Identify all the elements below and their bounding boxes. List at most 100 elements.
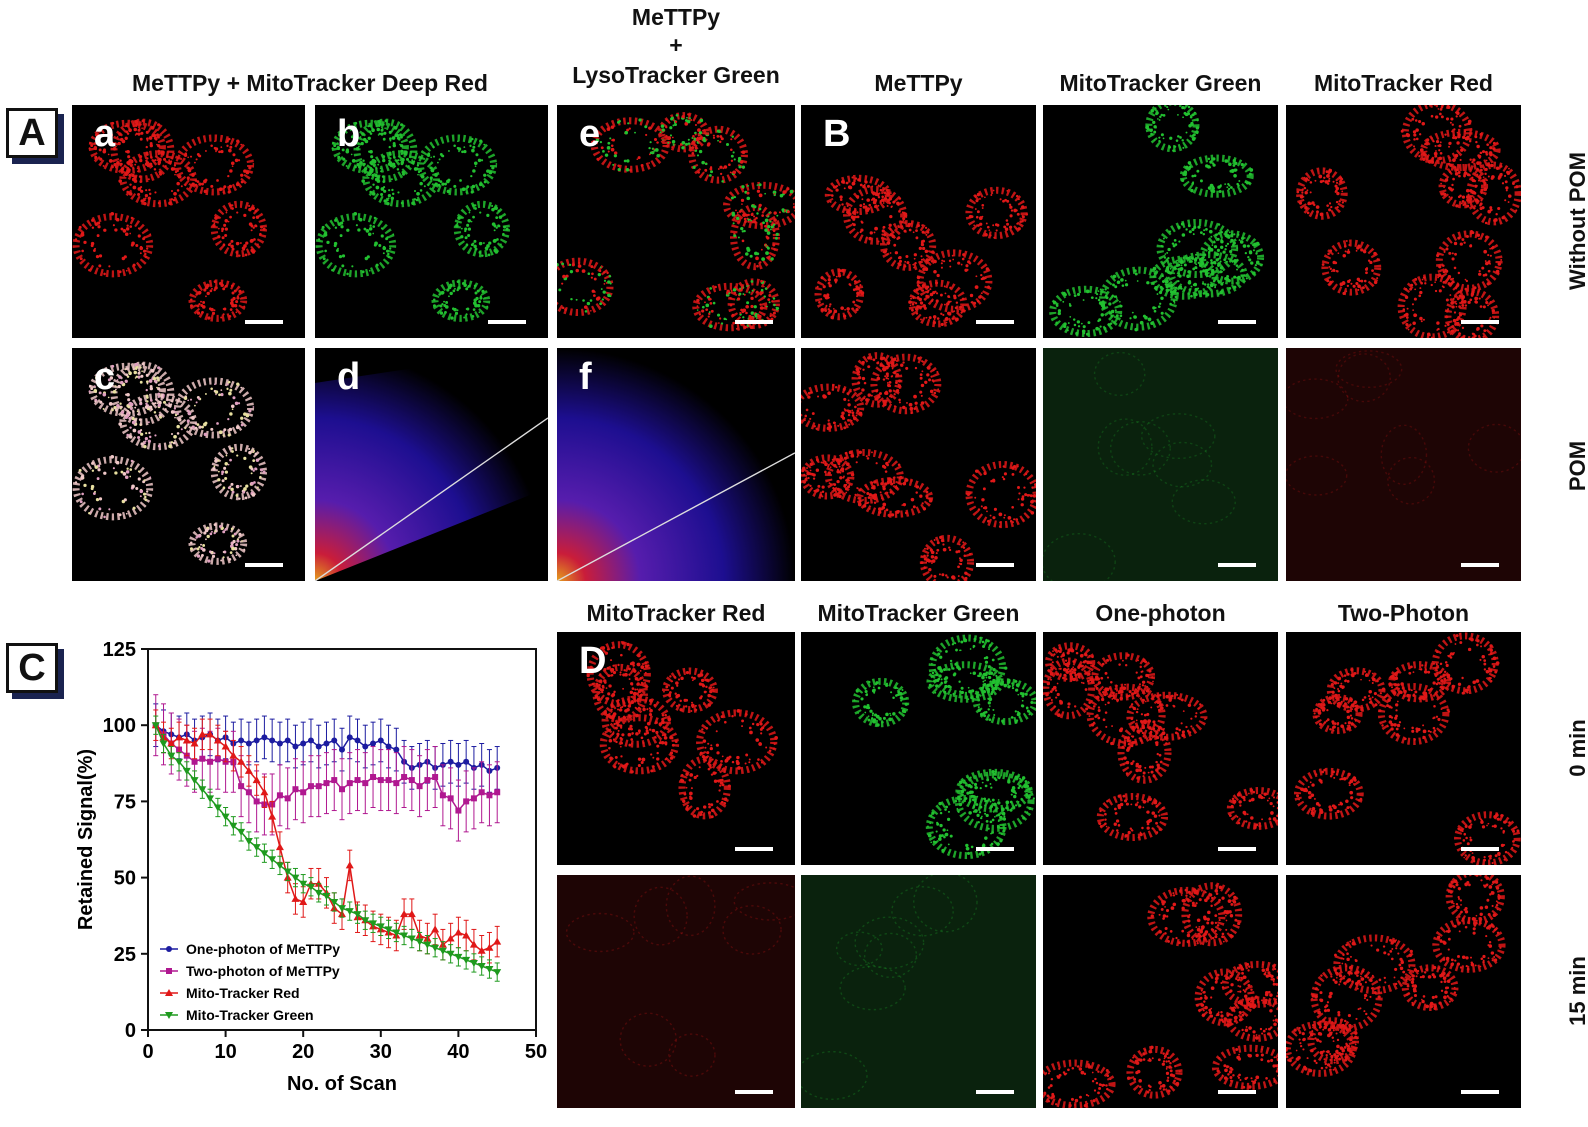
data-point — [370, 774, 377, 781]
lyso-title-line1: MeTTPy — [631, 4, 721, 30]
data-point — [493, 969, 502, 977]
data-point — [268, 856, 277, 864]
data-point — [385, 777, 392, 784]
tile-letter-e: e — [579, 113, 601, 155]
data-point — [493, 937, 502, 945]
tile-a: a — [72, 105, 305, 338]
y-tick-label: 75 — [114, 791, 136, 813]
tile-letter-a: a — [94, 113, 116, 155]
scale-bar — [1461, 320, 1499, 324]
data-point — [190, 777, 199, 785]
panel-label-c: C — [6, 643, 58, 693]
data-point — [276, 740, 283, 747]
d-col-title-2: MitoTracker Green — [817, 600, 1020, 626]
data-point — [339, 746, 345, 753]
data-point — [362, 743, 369, 750]
data-point — [167, 739, 176, 747]
data-point — [299, 880, 308, 888]
legend-marker — [166, 968, 172, 974]
data-point — [182, 736, 191, 744]
data-point — [300, 789, 307, 796]
tile-letter-d: d — [337, 356, 361, 398]
scale-bar — [976, 563, 1014, 567]
data-point — [439, 792, 446, 799]
data-point — [485, 966, 494, 974]
tile-d-onephoton-15min — [1043, 875, 1278, 1108]
data-point — [377, 777, 384, 784]
data-point — [339, 786, 345, 793]
data-point — [469, 940, 478, 948]
data-point — [206, 795, 215, 803]
data-point — [284, 795, 291, 802]
b-row-label-1: Without POM — [1565, 152, 1588, 290]
tile-b-mitored-pom — [1286, 348, 1521, 581]
data-point — [477, 962, 486, 970]
data-point — [447, 758, 454, 765]
data-point — [416, 783, 423, 790]
data-point — [369, 920, 378, 928]
data-point — [470, 795, 477, 802]
data-point — [238, 783, 245, 790]
data-point — [244, 838, 253, 846]
y-tick-label: 50 — [114, 868, 136, 890]
scale-bar — [976, 847, 1014, 851]
data-point — [454, 928, 463, 936]
data-point — [354, 777, 361, 784]
panel-label-a: A — [6, 108, 58, 158]
x-tick-label: 50 — [525, 1041, 547, 1063]
tile-b: b — [315, 105, 548, 338]
data-point — [269, 737, 276, 744]
data-point — [237, 757, 246, 765]
plot-frame — [147, 648, 537, 1031]
scale-bar — [1218, 320, 1256, 324]
data-point — [291, 894, 300, 902]
d-row-label-2: 15 min — [1565, 956, 1588, 1026]
d-row-label-1: 0 min — [1565, 719, 1588, 777]
lyso-title-line3: LysoTracker Green — [572, 62, 780, 88]
legend-marker — [166, 946, 172, 952]
tile-d-twophoton-0min — [1286, 632, 1521, 865]
data-point — [261, 734, 268, 741]
data-point — [446, 950, 455, 958]
data-point — [346, 734, 353, 741]
data-point — [423, 941, 432, 949]
data-point — [221, 813, 230, 821]
data-point — [361, 917, 370, 925]
data-point — [455, 761, 462, 768]
data-point — [455, 807, 462, 814]
d-col-title-4: Two-Photon — [1337, 600, 1470, 626]
data-point — [377, 737, 384, 744]
data-point — [198, 730, 207, 738]
tile-letter-B: B — [823, 113, 851, 155]
tile-b-mitogreen-pom — [1043, 348, 1278, 581]
d-col-title-1: MitoTracker Red — [586, 600, 766, 626]
data-point — [253, 737, 260, 744]
scale-bar — [1218, 1090, 1256, 1094]
data-point — [167, 752, 176, 760]
data-point — [438, 947, 447, 955]
tile-d-mitogreen-15min — [801, 875, 1036, 1108]
data-point — [431, 944, 440, 952]
data-point — [199, 755, 206, 762]
scale-bar — [976, 320, 1014, 324]
tile-letter-f: f — [579, 356, 592, 398]
data-point — [190, 739, 199, 747]
data-point — [175, 758, 184, 766]
scale-bar — [1461, 1090, 1499, 1094]
data-point — [214, 755, 221, 762]
data-point — [485, 943, 494, 951]
x-tick-label: 10 — [214, 1041, 236, 1063]
data-point — [463, 758, 470, 765]
data-point — [229, 822, 238, 830]
legend-entry: Two-photon of MeTTPy — [186, 963, 340, 979]
data-point — [315, 783, 322, 790]
data-point — [331, 737, 338, 744]
lyso-title-line2: + — [669, 32, 683, 58]
scale-bar — [1461, 847, 1499, 851]
y-tick-label: 125 — [103, 639, 136, 661]
data-point — [370, 740, 377, 747]
data-point — [330, 898, 339, 906]
data-point — [401, 774, 408, 781]
data-point — [345, 908, 354, 916]
data-point — [237, 828, 246, 836]
